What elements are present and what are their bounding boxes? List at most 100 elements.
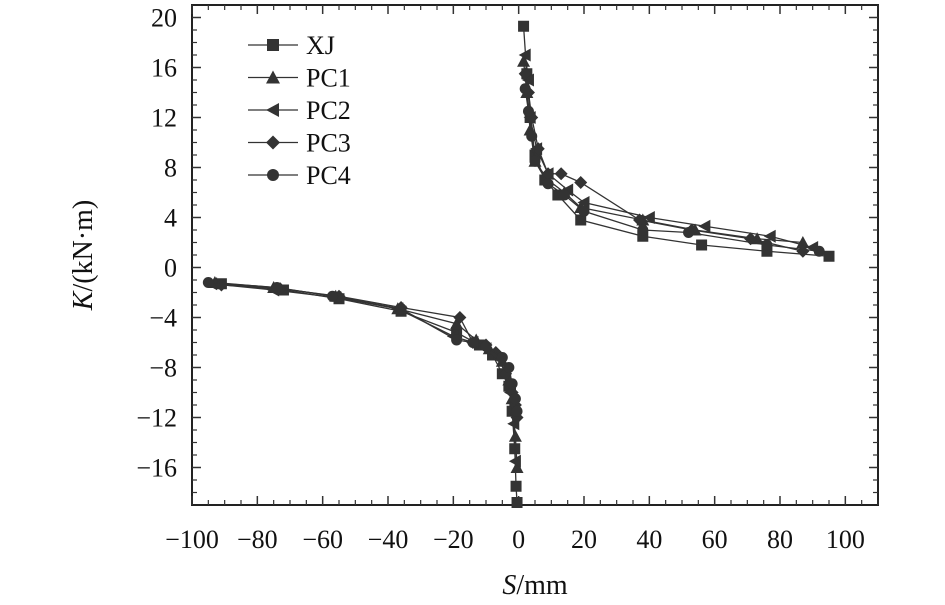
legend-label: PC4	[306, 161, 351, 190]
x-tick-label: 20	[571, 525, 597, 554]
data-point	[823, 250, 835, 262]
x-axis-var: S	[502, 570, 516, 601]
series-line-positive	[522, 61, 803, 244]
plot-frame	[191, 4, 879, 506]
data-point	[633, 213, 647, 227]
x-tick-label: −20	[433, 525, 474, 554]
data-point	[529, 155, 541, 167]
data-point	[526, 130, 538, 142]
legend-item-pc3: PC3	[248, 129, 351, 158]
x-axis-title: S/mm	[502, 570, 568, 601]
y-tick-label: −8	[149, 354, 177, 383]
x-tick-labels: −100 −80 −60 −40 −20 0 20 40 60 80 100	[165, 525, 865, 554]
y-tick-label: 4	[164, 204, 177, 233]
data-point	[578, 205, 590, 217]
data-point	[761, 245, 773, 257]
series-layer	[202, 20, 835, 508]
data-point	[266, 135, 280, 150]
y-axis-title: K/(kN·m)	[68, 200, 99, 311]
data-point	[698, 219, 711, 233]
y-tick-label: −4	[149, 304, 177, 333]
legend-item-pc1: PC1	[248, 64, 351, 93]
data-point	[508, 454, 521, 468]
x-axis-unit: /mm	[516, 570, 568, 601]
data-point	[511, 497, 523, 508]
data-point	[577, 196, 590, 209]
x-tick-label: −60	[302, 525, 343, 554]
x-tick-label: 80	[767, 525, 793, 554]
data-point	[510, 480, 522, 492]
y-axis-unit: /(kN·m)	[68, 200, 99, 292]
data-point	[518, 48, 531, 62]
x-tick-label: −40	[368, 525, 409, 554]
y-tick-label: 12	[151, 104, 177, 133]
legend-label: PC2	[306, 96, 351, 125]
y-tick-labels: −16 −12 −8 −4 0 4 8 12 16 20	[136, 4, 177, 483]
plot-area	[191, 4, 879, 506]
data-point	[574, 176, 588, 189]
series-line-positive	[524, 54, 813, 249]
series-line-negative	[211, 283, 517, 462]
data-point	[763, 229, 776, 243]
y-tick-label: −12	[136, 404, 177, 433]
y-tick-label: 20	[151, 4, 177, 33]
legend-label: PC1	[306, 64, 351, 93]
data-point	[542, 178, 554, 190]
data-point	[267, 169, 279, 181]
data-point	[637, 224, 649, 236]
data-point	[202, 277, 214, 288]
data-point	[683, 227, 695, 238]
data-point	[518, 20, 530, 32]
data-point	[496, 352, 508, 363]
data-point	[637, 230, 649, 242]
data-point	[509, 393, 521, 405]
data-point	[266, 103, 279, 117]
y-tick-label: −16	[136, 454, 177, 483]
legend-label: PC3	[306, 129, 351, 158]
y-axis-var: K	[68, 290, 99, 311]
y-tick-label: 16	[151, 54, 177, 83]
data-point	[508, 429, 522, 442]
data-point	[506, 378, 518, 390]
data-point	[510, 461, 524, 473]
data-point	[558, 189, 570, 201]
legend-item-pc4: PC4	[248, 161, 351, 190]
axis-ticks	[191, 5, 879, 505]
y-tick-label: 8	[164, 154, 177, 183]
data-point	[450, 317, 464, 330]
series-line-negative	[221, 283, 518, 503]
legend-item-pc2: PC2	[248, 96, 351, 125]
x-tick-label: 0	[512, 525, 525, 554]
data-point	[480, 340, 492, 352]
data-point	[511, 405, 523, 417]
data-point	[761, 239, 773, 251]
x-tick-label: −100	[165, 525, 219, 554]
y-tick-label: 0	[164, 254, 177, 283]
data-point	[642, 211, 655, 224]
data-point	[503, 362, 515, 373]
x-tick-label: −80	[237, 525, 278, 554]
legend-label: XJ	[306, 31, 335, 60]
legend-item-xj: XJ	[248, 31, 335, 60]
data-point	[271, 282, 283, 293]
data-point	[522, 105, 534, 117]
x-tick-label: 40	[636, 525, 662, 554]
data-point	[326, 290, 338, 302]
data-point	[467, 337, 479, 348]
data-point	[395, 303, 407, 315]
series-line-positive	[524, 73, 804, 252]
data-point	[561, 183, 574, 197]
data-point	[813, 245, 825, 257]
data-point	[451, 334, 463, 346]
series-line-negative	[214, 281, 518, 468]
series-pc4	[202, 83, 825, 417]
data-point	[267, 39, 279, 51]
data-point	[519, 83, 531, 95]
data-point	[531, 142, 545, 156]
data-point	[554, 167, 568, 181]
data-point	[696, 239, 708, 251]
data-point	[453, 311, 467, 324]
data-point	[518, 67, 532, 81]
data-point	[266, 70, 280, 84]
